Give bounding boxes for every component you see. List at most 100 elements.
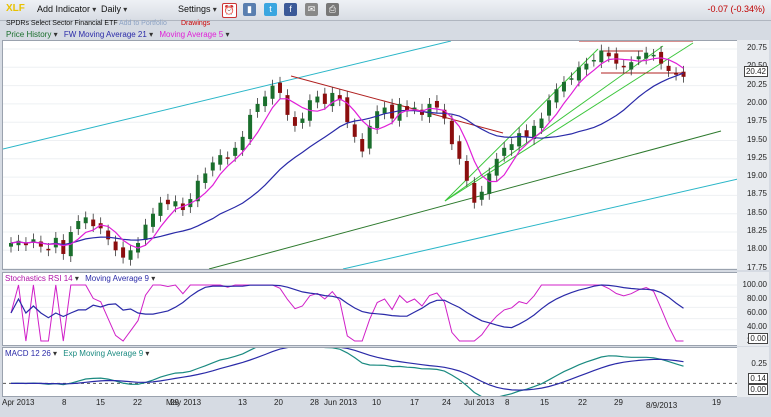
candle-body <box>76 221 81 230</box>
candle-body <box>270 85 275 99</box>
candle-body <box>352 124 357 137</box>
print-icon[interactable]: ⎙ <box>326 3 339 16</box>
x-axis-label: May 2013 <box>166 398 202 407</box>
macd-y-label: 0.25 <box>751 359 767 368</box>
candle-body <box>561 81 566 92</box>
email-icon[interactable]: ✉ <box>305 3 318 16</box>
x-axis-label: 8 <box>505 398 510 407</box>
x-axis-label: 22 <box>578 398 587 407</box>
candle-body <box>278 82 283 93</box>
candle-body <box>128 250 133 260</box>
price-y-label: 18.00 <box>746 244 767 254</box>
candle-body <box>547 100 552 116</box>
candle-body <box>412 107 417 110</box>
legend-price-history[interactable]: Price History <box>6 30 58 39</box>
ticker-symbol[interactable]: XLF <box>6 3 25 14</box>
macd-y-label: 0.14 <box>748 373 768 384</box>
candle-body <box>375 111 380 129</box>
interval-select[interactable]: Daily <box>101 4 127 14</box>
candle-body <box>576 67 581 81</box>
candle-body <box>53 237 58 248</box>
candle-body <box>210 162 215 171</box>
price-y-label: 19.75 <box>746 116 767 126</box>
macd-panel[interactable]: MACD 12 26 Exp Moving Average 9 <box>2 338 739 399</box>
x-axis-label: 8/9/2013 <box>646 401 678 410</box>
candle-body <box>31 239 36 243</box>
rsi-panel[interactable]: Stochastics RSI 14 Moving Average 9 <box>2 272 739 346</box>
candle-body <box>532 125 537 140</box>
stoch-rsi-line <box>10 284 684 342</box>
candle-body <box>285 95 290 115</box>
macd-signal-line <box>11 345 684 391</box>
candle-body <box>61 240 66 254</box>
price-y-label: 20.00 <box>746 97 767 107</box>
rsi-chart[interactable] <box>3 273 738 345</box>
price-y-label: 18.75 <box>746 189 767 199</box>
candle-body <box>621 65 626 68</box>
candle-body <box>322 93 327 104</box>
x-axis-label: 29 <box>614 398 623 407</box>
candle-body <box>248 114 253 140</box>
candle-body <box>434 100 439 108</box>
legend-rsi-ma[interactable]: Moving Average 9 <box>85 274 155 283</box>
price-y-label: 18.25 <box>746 226 767 235</box>
candle-body <box>517 133 522 147</box>
legend-stoch-rsi[interactable]: Stochastics RSI 14 <box>5 274 79 283</box>
price-y-label: 17.75 <box>746 262 767 272</box>
candle-body <box>629 62 634 70</box>
candle-body <box>330 92 335 107</box>
chart-icon[interactable]: ▮ <box>243 3 256 16</box>
ma21-line <box>10 72 684 246</box>
candle-body <box>674 73 679 75</box>
candle-body <box>23 242 28 246</box>
legend-macd-ema[interactable]: Exp Moving Average 9 <box>63 349 149 358</box>
drawings-link[interactable]: Drawings <box>181 20 211 27</box>
candle-body <box>382 107 387 114</box>
x-axis-label: 29 <box>170 398 179 407</box>
x-axis-label: Jun 2013 <box>324 398 357 407</box>
candle-body <box>143 224 148 241</box>
candle-body <box>195 180 200 202</box>
x-axis-label: 15 <box>96 398 105 407</box>
price-panel[interactable] <box>2 40 739 270</box>
x-axis-label: 15 <box>540 398 549 407</box>
legend-ma5[interactable]: Moving Average 5 <box>159 30 229 39</box>
rsi-y-label: 40.00 <box>746 322 767 331</box>
x-axis-label: 22 <box>133 398 142 407</box>
price-chart[interactable] <box>2 40 739 270</box>
macd-chart[interactable] <box>3 338 738 399</box>
x-axis-label: 19 <box>712 398 721 407</box>
candle-body <box>606 52 611 57</box>
candle-body <box>442 109 447 119</box>
candle-body <box>225 157 230 159</box>
facebook-icon[interactable]: f <box>284 3 297 16</box>
alarm-icon[interactable]: ⏰ <box>222 3 237 18</box>
add-indicator-menu[interactable]: Add Indicator <box>37 4 96 14</box>
macd-y-axis: 0.25 0.14 0.00 <box>737 347 769 397</box>
candle-body <box>644 52 649 59</box>
fan-line <box>444 42 694 202</box>
add-to-portfolio-link[interactable]: Add to Portfolio <box>119 20 167 27</box>
candle-body <box>524 130 529 137</box>
candle-body <box>9 242 13 247</box>
price-y-label: 19.25 <box>746 152 767 162</box>
legend-ma21[interactable]: FW Moving Average 21 <box>64 30 153 39</box>
candle-body <box>255 103 260 112</box>
candle-body <box>113 241 118 251</box>
twitter-icon[interactable]: t <box>264 3 277 16</box>
security-name: SPDRs Select Sector Financial ETF <box>6 20 118 27</box>
legend-macd[interactable]: MACD 12 26 <box>5 349 57 358</box>
candle-body <box>315 96 320 103</box>
price-legend: Price History FW Moving Average 21 Movin… <box>6 30 229 39</box>
x-axis-label: Jul 2013 <box>464 398 495 407</box>
resistance-line <box>290 75 504 134</box>
candle-body <box>569 78 574 80</box>
candle-body <box>360 139 365 152</box>
x-axis-label: 28 <box>310 398 319 407</box>
candle-body <box>98 223 103 229</box>
fan-line <box>444 48 599 202</box>
price-y-axis: 20.75 20.50 20.25 20.00 19.75 19.50 19.25 19.00… <box>737 40 769 272</box>
settings-menu[interactable]: Settings <box>178 4 217 14</box>
x-axis-label: 13 <box>238 398 247 407</box>
